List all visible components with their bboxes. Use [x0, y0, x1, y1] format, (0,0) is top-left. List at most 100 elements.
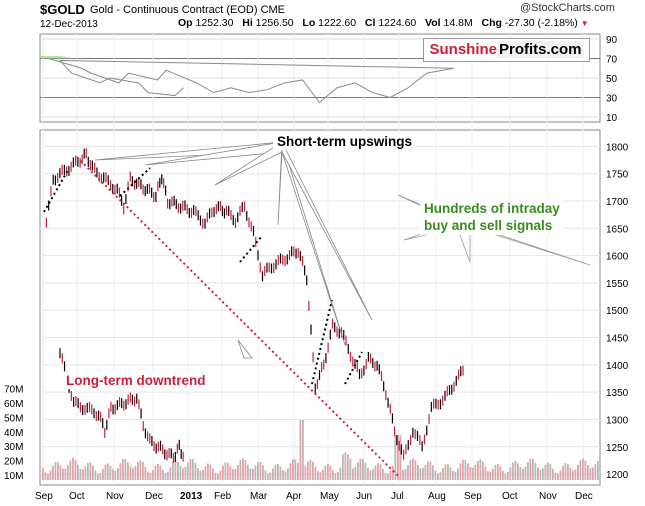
volume-bar: [189, 459, 192, 480]
volume-bar: [117, 468, 119, 480]
upswing-line: [43, 169, 69, 213]
volume-bar: [384, 472, 387, 480]
volume-bar: [314, 466, 317, 480]
downtrend-line: [76, 156, 400, 478]
instrument-name: Gold - Continuous Contract (EOD): [90, 4, 258, 16]
volume-bar: [469, 467, 472, 480]
volume-bar: [297, 462, 299, 480]
volume-bar: [234, 468, 237, 480]
vol-value: 14.8M: [443, 17, 473, 29]
volume-bar: [74, 459, 77, 480]
volume-bar: [584, 460, 587, 480]
callout-arrow: [277, 141, 283, 226]
volume-bar: [344, 452, 347, 480]
volume-bar: [99, 472, 102, 480]
volume-bar: [277, 463, 279, 480]
volume-bar: [54, 462, 57, 480]
volume-bar: [374, 465, 377, 480]
volume-bar: [579, 460, 582, 480]
volume-bar: [402, 469, 404, 480]
cl-value: 1224.60: [378, 17, 417, 29]
volume-bar: [149, 472, 152, 480]
volume-bar: [59, 465, 62, 480]
volume-bar: [254, 465, 257, 480]
volume-bar: [72, 458, 74, 480]
volume-bar: [519, 467, 522, 480]
volume-bar: [244, 460, 247, 480]
rsi-line: [48, 58, 455, 104]
volume-bar: [147, 471, 149, 480]
lo-value: 1222.60: [318, 17, 357, 29]
volume-bar: [87, 462, 89, 480]
volume-bar: [347, 454, 349, 480]
volume-bar: [449, 467, 452, 480]
volume-bar: [567, 464, 569, 480]
volume-bar: [439, 472, 442, 480]
volume-bar: [329, 466, 332, 480]
price-tick-label: 1700: [606, 197, 629, 208]
volume-bar: [52, 465, 54, 480]
month-tick-label: Oct: [502, 491, 518, 502]
volume-bar: [377, 463, 379, 480]
volume-bar: [177, 461, 179, 480]
volume-bar: [64, 468, 67, 480]
volume-bar: [367, 467, 369, 480]
volume-bar: [569, 467, 572, 480]
volume-bar: [77, 464, 79, 480]
volume-bar: [322, 469, 324, 480]
volume-bar: [319, 472, 322, 480]
chg-label: Chg: [481, 17, 502, 29]
volume-bar: [104, 464, 107, 480]
chart-date: 12-Dec-2013: [40, 19, 98, 30]
volume-bar: [164, 472, 167, 480]
volume-bar: [552, 468, 554, 480]
volume-bar: [162, 469, 164, 480]
down-arrow-icon: ▼: [580, 19, 589, 28]
volume-bar: [557, 473, 559, 480]
source-credit[interactable]: @StockCharts.com: [520, 2, 615, 14]
brand-logo: Sunshine Profits.com: [423, 38, 590, 62]
volume-bar: [204, 466, 207, 480]
volume-bar: [324, 465, 327, 480]
volume-bar: [299, 420, 302, 480]
volume-bar: [257, 462, 259, 480]
volume-bar: [582, 458, 584, 480]
volume-bar: [577, 464, 579, 480]
volume-bar: [197, 468, 199, 480]
volume-bar: [559, 470, 562, 480]
volume-bar: [312, 461, 314, 480]
lo-label: Lo: [302, 17, 316, 29]
volume-bar: [572, 470, 574, 480]
rsi-tick-label: 30: [606, 94, 618, 105]
volume-bar: [539, 469, 542, 480]
callout-arrow: [237, 339, 253, 359]
volume-bar: [229, 466, 232, 480]
exchange-label: CME: [260, 4, 286, 16]
volume-bar: [169, 467, 172, 480]
upswing-line: [344, 351, 363, 385]
volume-bar: [327, 463, 329, 480]
volume-bar: [44, 472, 47, 480]
price-panel-frame: [39, 129, 601, 486]
hi-value: 1256.50: [255, 17, 294, 29]
rsi-tick-label: 70: [606, 55, 618, 66]
volume-bar: [152, 470, 154, 480]
month-tick-label: Nov: [106, 491, 124, 502]
brand-part-1: Sunshine: [429, 41, 497, 58]
vol-label: Vol: [425, 17, 441, 29]
rsi-tick-label: 90: [606, 35, 618, 46]
volume-bar: [479, 459, 482, 480]
volume-bar: [399, 435, 402, 480]
volume-bar: [442, 468, 444, 480]
month-tick-label: Feb: [214, 491, 232, 502]
price-tick-label: 1350: [606, 388, 629, 399]
volume-bar: [524, 466, 527, 480]
volume-bar: [212, 468, 214, 480]
brand-part-2: Profits.com: [497, 41, 584, 58]
volume-bar: [592, 467, 594, 480]
volume-bar: [332, 470, 334, 480]
volume-bar: [274, 464, 277, 480]
volume-bar: [492, 468, 494, 480]
volume-bar: [527, 461, 529, 480]
